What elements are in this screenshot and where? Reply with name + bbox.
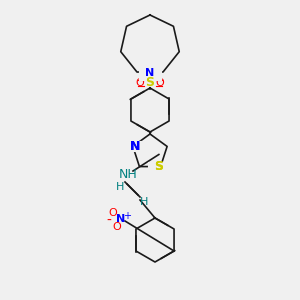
Text: O: O bbox=[109, 208, 117, 218]
Text: +: + bbox=[123, 211, 131, 221]
Text: O: O bbox=[156, 78, 164, 88]
Text: N: N bbox=[116, 214, 126, 224]
Text: NH: NH bbox=[118, 167, 137, 181]
Text: H: H bbox=[140, 197, 148, 207]
Text: N: N bbox=[130, 140, 140, 153]
Text: -: - bbox=[106, 214, 111, 228]
Text: S: S bbox=[154, 160, 163, 173]
Text: S: S bbox=[146, 76, 154, 89]
Text: O: O bbox=[112, 222, 122, 232]
Text: S: S bbox=[154, 160, 163, 173]
Text: N: N bbox=[146, 68, 154, 78]
Text: H: H bbox=[116, 182, 124, 192]
Text: N: N bbox=[130, 140, 140, 153]
Text: O: O bbox=[136, 78, 144, 88]
